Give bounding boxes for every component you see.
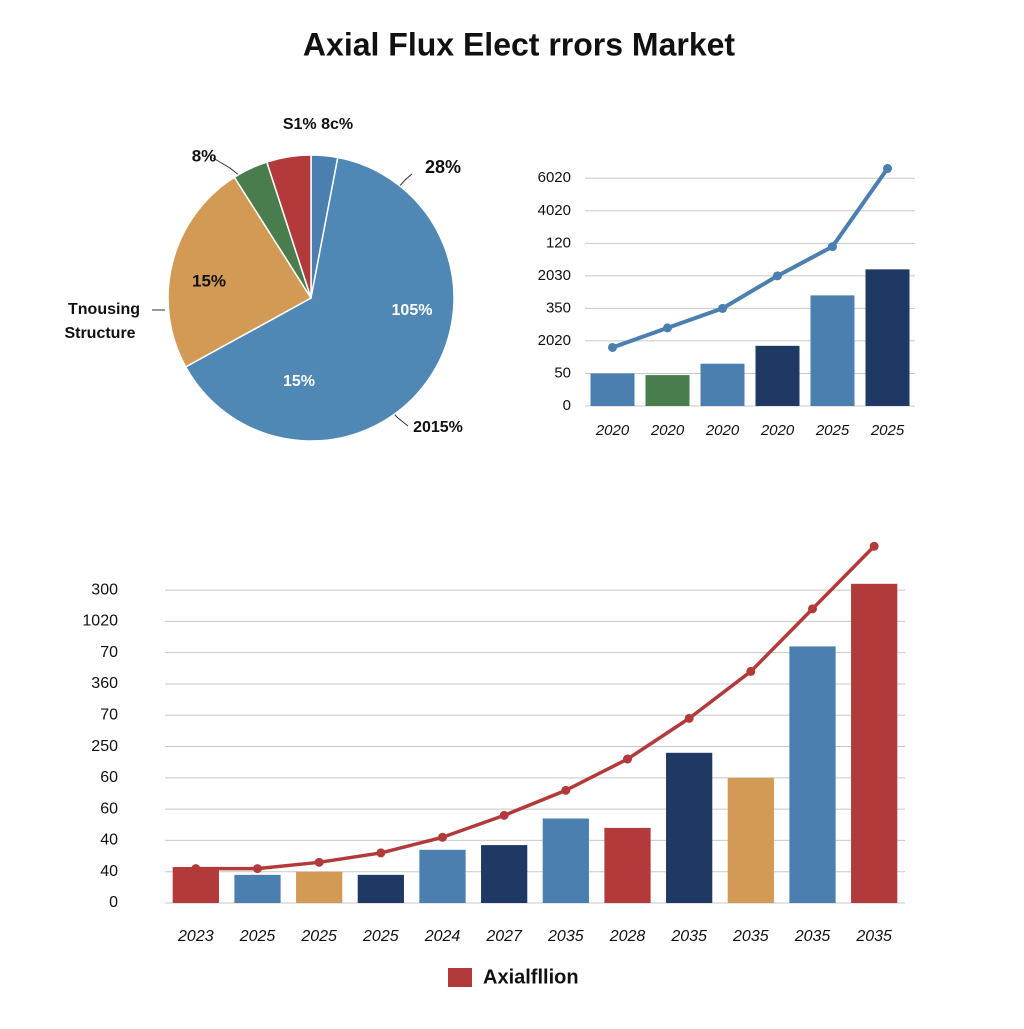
y-tick-label: 4020 [538, 202, 571, 219]
line [195, 545, 876, 871]
y-tick-label: 120 [546, 234, 571, 251]
pie-slice [265, 154, 312, 299]
y-tick-label: 0 [563, 397, 571, 414]
title: Axial Flux Elect rrors Market [303, 26, 736, 62]
y-tick-label: 70 [100, 706, 118, 723]
bar [296, 871, 343, 903]
line-point [608, 342, 617, 352]
annotation: 105% [392, 302, 433, 319]
bar [234, 874, 281, 903]
pie-slice [167, 176, 313, 368]
x-tick-label: 2028 [609, 928, 646, 945]
line-point [883, 164, 892, 174]
line-point [438, 832, 447, 842]
bar [604, 827, 651, 903]
x-tick-label: 2024 [424, 928, 461, 945]
line-point [808, 604, 817, 614]
line-point [314, 857, 324, 867]
y-tick-label: 360 [91, 675, 118, 692]
y-tick-label: 60 [100, 800, 118, 817]
line-point [623, 754, 632, 764]
bar [755, 345, 800, 406]
line-point [561, 785, 571, 795]
line-point [684, 713, 694, 723]
x-tick-label: 2025 [362, 928, 399, 945]
line-point [718, 303, 727, 313]
bar [481, 845, 528, 903]
bar [700, 363, 745, 406]
bar [851, 583, 898, 903]
x-tick-label: 2035 [732, 928, 769, 945]
x-tick-label: 2035 [670, 928, 707, 945]
annotation: 15% [283, 373, 315, 390]
y-tick-label: 2020 [538, 332, 571, 349]
y-tick-label: 40 [100, 863, 118, 880]
bar [645, 375, 690, 406]
bar [419, 849, 466, 903]
line-point [376, 848, 386, 858]
x-tick-label: 2035 [794, 928, 831, 945]
line-point [663, 323, 672, 333]
annotation: S1% 8c% [283, 116, 353, 133]
line-point [828, 242, 837, 252]
pie-slice [184, 156, 455, 442]
line-point [499, 810, 509, 820]
x-tick-label: 2020 [595, 422, 630, 439]
legend-label: Axialfllion [483, 966, 579, 988]
y-tick-label: 300 [91, 581, 118, 598]
y-tick-label: 350 [546, 299, 571, 316]
bar [590, 373, 635, 406]
y-tick-label: 2030 [538, 267, 571, 284]
x-tick-label: 2025 [239, 928, 276, 945]
y-tick-label: 6020 [538, 169, 571, 186]
annotation: Structure [64, 325, 135, 342]
bar [357, 874, 404, 903]
line-point [773, 271, 782, 281]
line-point [869, 541, 879, 551]
x-tick-label: 2035 [547, 928, 584, 945]
x-tick-label: 2020 [705, 422, 740, 439]
x-tick-label: 2025 [815, 422, 850, 439]
x-tick-label: 2025 [870, 422, 905, 439]
bar [666, 752, 713, 903]
annotation: 15% [192, 271, 226, 290]
x-tick-label: 2020 [760, 422, 795, 439]
line-point [746, 666, 756, 676]
bar [865, 269, 910, 406]
annotation: Tnousing [68, 301, 140, 318]
x-tick-label: 2035 [855, 928, 892, 945]
annotation: 8% [192, 146, 217, 165]
bar [810, 295, 855, 406]
bar [727, 777, 774, 903]
line [611, 167, 890, 350]
annotation: 28% [425, 157, 461, 177]
x-tick-label: 2020 [650, 422, 685, 439]
line-point [253, 864, 262, 874]
annotation: 2015% [413, 419, 463, 436]
y-tick-label: 50 [554, 364, 571, 381]
y-tick-label: 1020 [82, 613, 118, 630]
bar [542, 818, 589, 903]
y-tick-label: 70 [100, 644, 118, 661]
y-tick-label: 250 [91, 738, 118, 755]
legend-swatch [448, 968, 472, 987]
y-tick-label: 60 [100, 769, 118, 786]
bar [789, 646, 836, 903]
y-tick-label: 40 [100, 832, 118, 849]
line-point [191, 864, 201, 874]
x-tick-label: 2023 [177, 928, 214, 945]
x-tick-label: 2025 [300, 928, 337, 945]
y-tick-label: 0 [109, 894, 118, 911]
x-tick-label: 2027 [485, 928, 523, 945]
